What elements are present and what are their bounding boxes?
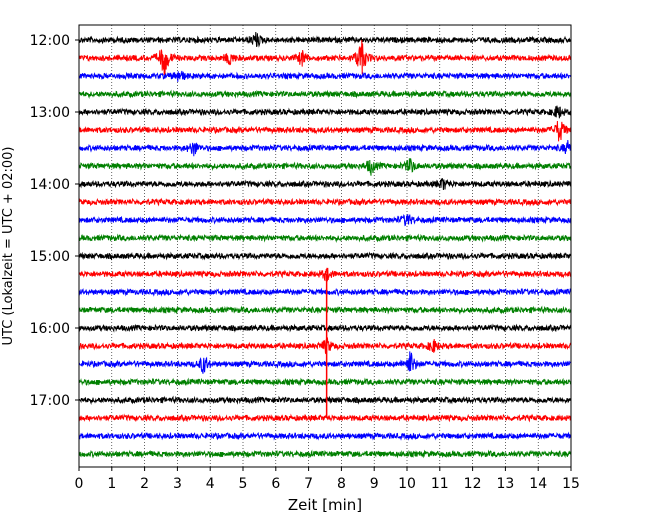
x-tick-label: 15 <box>562 476 580 492</box>
trace-1400 <box>78 177 572 190</box>
trace-1715 <box>78 413 572 423</box>
y-tick-label: 15:00 <box>30 249 70 265</box>
y-tick-label: 13:00 <box>30 105 70 121</box>
y-tick-label: 16:00 <box>30 321 70 337</box>
trace-1430 <box>78 213 572 227</box>
x-tick-label: 0 <box>75 476 84 492</box>
x-tick-label: 9 <box>370 476 379 492</box>
x-tick-label: 3 <box>173 476 182 492</box>
trace-1415 <box>78 197 572 207</box>
x-tick-label: 4 <box>206 476 215 492</box>
trace-1700 <box>78 395 572 405</box>
x-axis-title: Zeit [min] <box>288 496 362 514</box>
x-tick-label: 7 <box>304 476 313 492</box>
y-axis-title: UTC (Lokalzeit = UTC + 02:00) <box>1 147 16 346</box>
trace-1330 <box>78 139 572 157</box>
plot-frame <box>78 24 572 468</box>
trace-1315 <box>78 121 572 142</box>
x-tick-label: 14 <box>529 476 547 492</box>
y-axis-ticks: 12:00 13:00 14:00 15:00 16:00 17:00 <box>30 33 79 409</box>
x-tick-label: 11 <box>431 476 449 492</box>
trace-1615 <box>78 337 572 355</box>
x-tick-label: 10 <box>398 476 416 492</box>
trace-1515 <box>78 267 572 282</box>
trace-1500 <box>78 251 572 261</box>
x-tick-label: 13 <box>496 476 514 492</box>
x-tick-label: 5 <box>239 476 248 492</box>
x-tick-label: 1 <box>107 476 116 492</box>
y-tick-label: 17:00 <box>30 393 70 409</box>
trace-1630 <box>78 351 572 374</box>
y-tick-label: 12:00 <box>30 33 70 49</box>
trace-1745 <box>78 449 572 459</box>
trace-1345 <box>78 158 572 176</box>
trace-1545 <box>78 305 572 315</box>
x-tick-label: 2 <box>140 476 149 492</box>
trace-1445 <box>78 233 572 243</box>
x-tick-label: 12 <box>464 476 482 492</box>
trace-1530 <box>78 287 572 297</box>
x-axis-ticks: 0 1 2 3 4 5 6 7 8 9 10 11 12 13 14 15 <box>75 467 580 492</box>
trace-1200 <box>78 32 572 48</box>
y-tick-label: 14:00 <box>30 177 70 193</box>
trace-1245 <box>78 89 572 99</box>
trace-1230 <box>78 70 572 82</box>
trace-1645 <box>78 377 572 387</box>
x-tick-label: 8 <box>337 476 346 492</box>
trace-1215 <box>78 39 572 77</box>
x-tick-label: 6 <box>271 476 280 492</box>
trace-1600 <box>78 323 572 333</box>
seismic-traces <box>78 32 572 459</box>
trace-1300 <box>78 105 572 119</box>
trace-1730 <box>78 431 572 441</box>
